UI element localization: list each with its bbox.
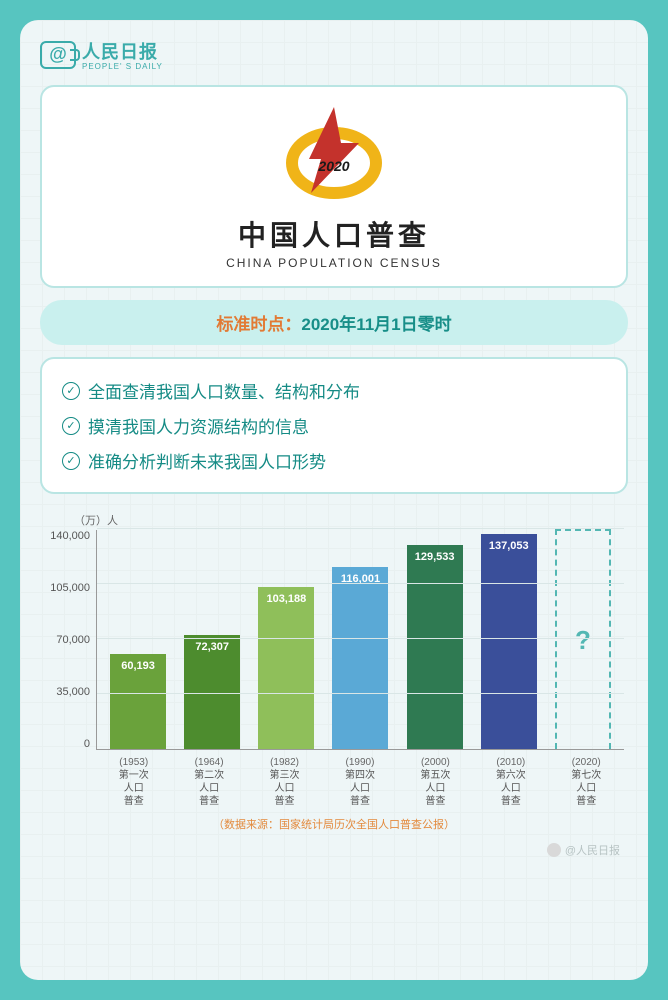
title-cn: 中国人口普查 bbox=[60, 214, 608, 254]
bar-value-label: 72,307 bbox=[184, 641, 240, 653]
bar-slot: 116,001 bbox=[332, 567, 388, 749]
objective-text: 摸清我国人力资源结构的信息 bbox=[88, 413, 309, 438]
grid-line bbox=[97, 693, 624, 694]
y-tick: 140,000 bbox=[50, 530, 90, 542]
bar-value-label: 103,188 bbox=[258, 593, 314, 605]
bar: 103,188 bbox=[258, 587, 314, 749]
title-en: CHINA POPULATION CENSUS bbox=[60, 256, 608, 270]
x-axis: (1953)第一次人口普查(1964)第二次人口普查(1982)第三次人口普查(… bbox=[44, 750, 624, 808]
y-tick: 70,000 bbox=[56, 634, 90, 646]
x-tick: (2020)第七次人口普查 bbox=[554, 756, 618, 808]
bar-slot: 60,193 bbox=[110, 654, 166, 749]
check-icon: ✓ bbox=[62, 452, 80, 470]
brand-cn: 人民日报 bbox=[82, 38, 163, 64]
data-source: （数据来源：国家统计局历次全国人口普查公报） bbox=[44, 816, 624, 832]
objective-item: ✓ 全面查清我国人口数量、结构和分布 bbox=[60, 373, 608, 408]
footer: @人民日报 bbox=[40, 842, 628, 858]
y-tick: 105,000 bbox=[50, 582, 90, 594]
y-tick: 0 bbox=[84, 738, 90, 750]
objective-item: ✓ 准确分析判断未来我国人口形势 bbox=[60, 443, 608, 478]
census-logo-icon: 2020 bbox=[269, 101, 399, 201]
header-card: 2020 中国人口普查 CHINA POPULATION CENSUS bbox=[40, 85, 628, 288]
reference-time-pill: 标准时点：2020年11月1日零时 bbox=[40, 300, 628, 345]
bar-slot: ? bbox=[555, 529, 611, 749]
bar-slot: 129,533 bbox=[407, 545, 463, 749]
logo-year: 2020 bbox=[317, 158, 349, 174]
bar: 137,053 bbox=[481, 534, 537, 749]
x-tick: (2010)第六次人口普查 bbox=[479, 756, 543, 808]
brand-en: PEOPLE' S DAILY bbox=[82, 62, 163, 71]
bar: 60,193 bbox=[110, 654, 166, 749]
grid-line bbox=[97, 638, 624, 639]
bar-slot: 103,188 bbox=[258, 587, 314, 749]
x-tick: (1990)第四次人口普查 bbox=[328, 756, 392, 808]
objective-item: ✓ 摸清我国人力资源结构的信息 bbox=[60, 408, 608, 443]
check-icon: ✓ bbox=[62, 417, 80, 435]
bar-slot: 137,053 bbox=[481, 534, 537, 749]
bar-value-label: 60,193 bbox=[110, 660, 166, 672]
y-axis: 140,000 105,000 70,000 35,000 0 bbox=[44, 530, 96, 750]
brand-at-icon: @ bbox=[40, 41, 76, 69]
bar-placeholder: ? bbox=[555, 529, 611, 749]
brand-text: 人民日报 PEOPLE' S DAILY bbox=[82, 38, 163, 71]
ref-time-label: 标准时点： bbox=[216, 315, 301, 334]
plot-area: 60,193 72,307 103,188 116,001 129,533 137,053… bbox=[96, 530, 624, 750]
x-tick: (2000)第五次人口普查 bbox=[403, 756, 467, 808]
bar: 129,533 bbox=[407, 545, 463, 749]
grid-line bbox=[97, 528, 624, 529]
bar-value-label: 137,053 bbox=[481, 540, 537, 552]
y-axis-unit: （万）人 bbox=[74, 512, 624, 528]
y-tick: 35,000 bbox=[56, 686, 90, 698]
x-tick: (1982)第三次人口普查 bbox=[253, 756, 317, 808]
bar-value-label: 129,533 bbox=[407, 551, 463, 563]
weibo-icon bbox=[547, 843, 561, 857]
bars-container: 60,193 72,307 103,188 116,001 129,533 137,053… bbox=[97, 530, 624, 749]
footer-handle: @人民日报 bbox=[565, 842, 620, 858]
grid-line bbox=[97, 583, 624, 584]
chart-area: 140,000 105,000 70,000 35,000 0 60,193 72… bbox=[44, 530, 624, 750]
objectives-list: ✓ 全面查清我国人口数量、结构和分布 ✓ 摸清我国人力资源结构的信息 ✓ 准确分析判断… bbox=[60, 373, 608, 478]
check-icon: ✓ bbox=[62, 382, 80, 400]
bar: 116,001 bbox=[332, 567, 388, 749]
x-tick: (1953)第一次人口普查 bbox=[102, 756, 166, 808]
ref-time-value: 2020年11月1日零时 bbox=[301, 315, 451, 334]
objectives-card: ✓ 全面查清我国人口数量、结构和分布 ✓ 摸清我国人力资源结构的信息 ✓ 准确分析判断… bbox=[40, 357, 628, 494]
brand-block: @ 人民日报 PEOPLE' S DAILY bbox=[40, 38, 628, 71]
page-card: @ 人民日报 PEOPLE' S DAILY 2020 中国人口普查 CHINA… bbox=[20, 20, 648, 980]
objective-text: 准确分析判断未来我国人口形势 bbox=[88, 448, 326, 473]
chart: （万）人 140,000 105,000 70,000 35,000 0 60,… bbox=[40, 512, 628, 832]
objective-text: 全面查清我国人口数量、结构和分布 bbox=[88, 378, 360, 403]
x-tick: (1964)第二次人口普查 bbox=[177, 756, 241, 808]
